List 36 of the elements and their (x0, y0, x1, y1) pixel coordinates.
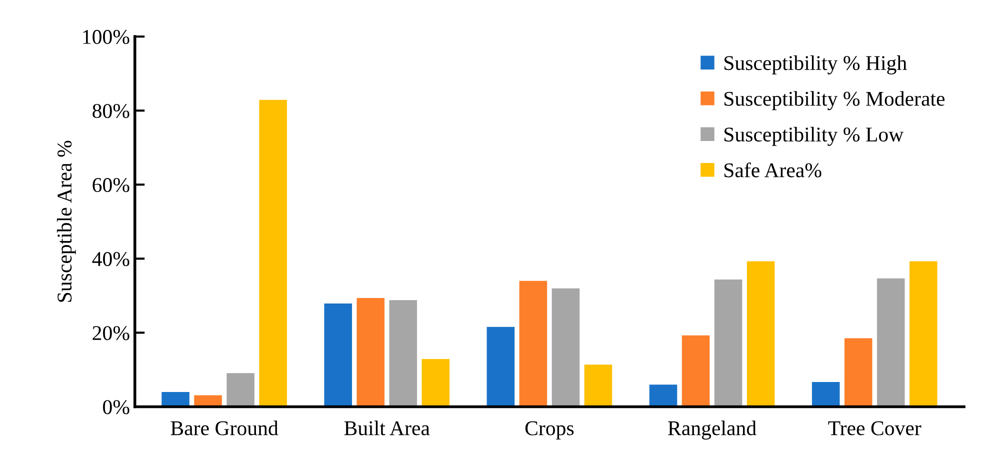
bar (844, 337, 874, 407)
y-tick-label: 60% (92, 178, 130, 192)
y-tick-label: 40% (92, 252, 130, 266)
x-tick-label: Rangeland (668, 420, 756, 440)
legend-label: Susceptibility % Moderate (724, 91, 945, 110)
bar (648, 384, 678, 407)
bar (356, 297, 386, 407)
y-axis-title: Susceptible Area % (56, 140, 76, 302)
legend-label: Susceptibility % Low (724, 126, 904, 146)
bar (811, 381, 841, 407)
bar (908, 260, 938, 407)
x-tick-label: Built Area (344, 420, 430, 436)
bar (583, 364, 613, 407)
bar (714, 278, 744, 407)
bar (746, 260, 776, 407)
y-tick-label: 0% (103, 400, 130, 414)
y-tick-label: 20% (92, 326, 130, 340)
bar (518, 280, 548, 407)
bar (160, 391, 190, 407)
legend-label: Susceptibility % High (724, 55, 907, 74)
bar (193, 394, 223, 407)
bar (550, 287, 580, 407)
bar (388, 299, 418, 407)
bar (876, 277, 906, 407)
bar (681, 334, 710, 407)
bar (486, 326, 516, 407)
x-tick-label: Tree Cover (828, 421, 922, 436)
y-tick-label: 100% (83, 30, 130, 44)
x-tick-label: Bare Ground (170, 420, 278, 436)
y-tick-label: 80% (92, 104, 130, 118)
bar (323, 302, 353, 407)
bar (226, 372, 256, 407)
x-tick-label: Crops (525, 421, 574, 440)
bar (258, 99, 288, 407)
bar (420, 358, 450, 407)
legend-label: Safe Area% (724, 162, 822, 178)
